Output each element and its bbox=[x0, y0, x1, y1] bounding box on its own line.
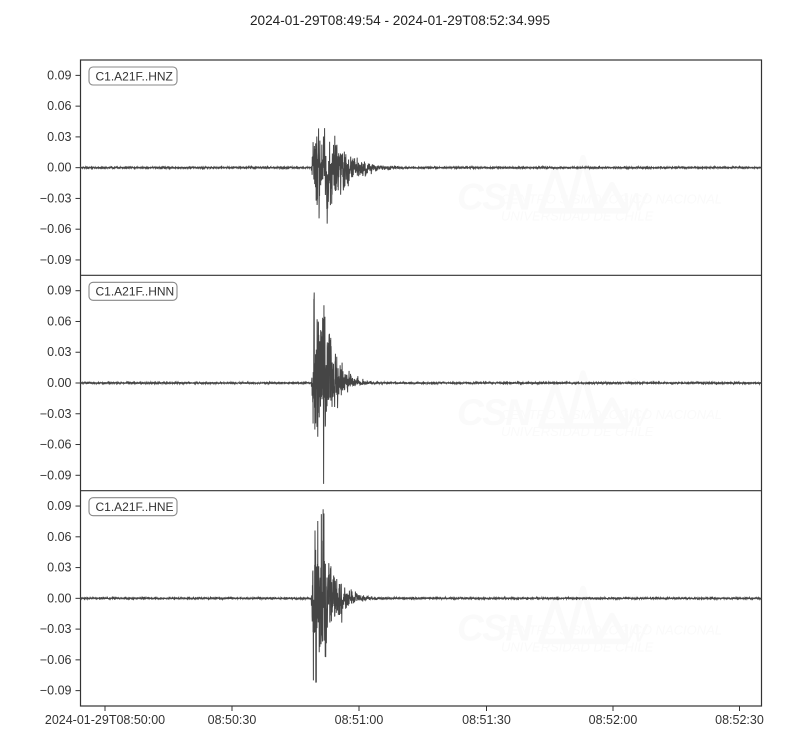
svg-text:UNIVERSIDAD DE CHILE: UNIVERSIDAD DE CHILE bbox=[501, 209, 654, 224]
svg-text:08:52:00: 08:52:00 bbox=[589, 713, 638, 727]
svg-text:0.00: 0.00 bbox=[47, 161, 71, 175]
svg-text:0.09: 0.09 bbox=[47, 284, 71, 298]
svg-text:CENTRO SISMOLÓGICO NACIONAL: CENTRO SISMOLÓGICO NACIONAL bbox=[501, 622, 722, 637]
svg-text:−0.03: −0.03 bbox=[40, 622, 72, 636]
svg-text:−0.09: −0.09 bbox=[40, 684, 72, 698]
svg-text:C1.A21F..HNN: C1.A21F..HNN bbox=[96, 285, 175, 299]
svg-text:08:52:30: 08:52:30 bbox=[715, 713, 764, 727]
svg-text:−0.03: −0.03 bbox=[40, 407, 72, 421]
svg-text:−0.09: −0.09 bbox=[40, 468, 72, 482]
svg-text:CENTRO SISMOLÓGICO NACIONAL: CENTRO SISMOLÓGICO NACIONAL bbox=[501, 192, 722, 207]
svg-text:0.06: 0.06 bbox=[47, 530, 71, 544]
svg-text:−0.09: −0.09 bbox=[40, 253, 72, 267]
svg-text:08:51:30: 08:51:30 bbox=[462, 713, 511, 727]
svg-text:2024-01-29T08:50:00: 2024-01-29T08:50:00 bbox=[45, 713, 165, 727]
svg-text:0.09: 0.09 bbox=[47, 68, 71, 82]
svg-text:0.03: 0.03 bbox=[47, 561, 71, 575]
svg-text:0.00: 0.00 bbox=[47, 376, 71, 390]
svg-text:CENTRO SISMOLÓGICO NACIONAL: CENTRO SISMOLÓGICO NACIONAL bbox=[501, 407, 722, 422]
svg-text:0.06: 0.06 bbox=[47, 314, 71, 328]
svg-text:C1.A21F..HNZ: C1.A21F..HNZ bbox=[96, 69, 173, 83]
svg-text:UNIVERSIDAD DE CHILE: UNIVERSIDAD DE CHILE bbox=[501, 639, 654, 654]
svg-text:0.03: 0.03 bbox=[47, 345, 71, 359]
svg-text:0.09: 0.09 bbox=[47, 499, 71, 513]
svg-text:08:51:00: 08:51:00 bbox=[335, 713, 384, 727]
svg-text:0.06: 0.06 bbox=[47, 99, 71, 113]
svg-text:−0.06: −0.06 bbox=[40, 438, 72, 452]
svg-text:−0.06: −0.06 bbox=[40, 653, 72, 667]
svg-text:−0.03: −0.03 bbox=[40, 191, 72, 205]
svg-text:UNIVERSIDAD DE CHILE: UNIVERSIDAD DE CHILE bbox=[501, 424, 654, 439]
svg-text:®: ® bbox=[631, 377, 638, 387]
svg-text:08:50:30: 08:50:30 bbox=[208, 713, 257, 727]
svg-text:−0.06: −0.06 bbox=[40, 222, 72, 236]
svg-text:0.00: 0.00 bbox=[47, 591, 71, 605]
svg-text:0.03: 0.03 bbox=[47, 130, 71, 144]
svg-text:C1.A21F..HNE: C1.A21F..HNE bbox=[96, 500, 174, 514]
